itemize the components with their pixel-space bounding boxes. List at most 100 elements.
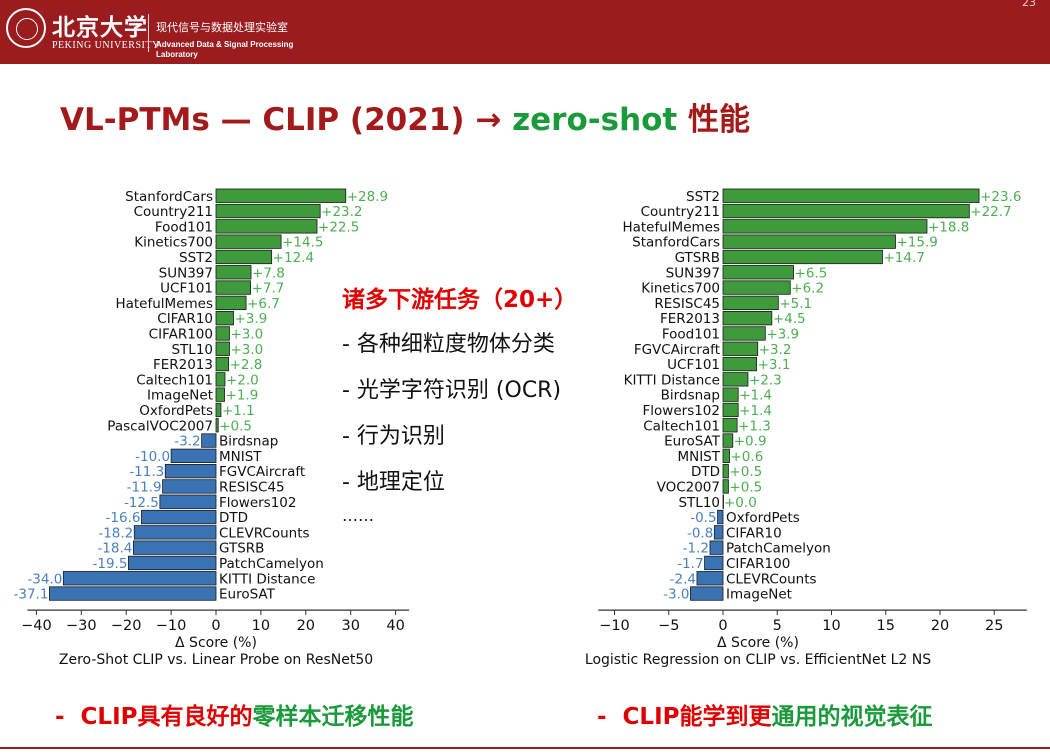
category-label: Caltech101 [136, 372, 213, 388]
x-tick-label: 25 [985, 618, 1003, 634]
data-label: -37.1 [13, 587, 48, 603]
data-label: +3.1 [758, 357, 791, 373]
x-tick-label: −10 [599, 618, 630, 634]
category-label: PatchCamelyon [726, 541, 831, 557]
data-label: +1.3 [738, 418, 771, 434]
category-label: STL10 [171, 342, 213, 358]
bar [215, 295, 247, 310]
category-label: CIFAR100 [149, 326, 213, 342]
bar [215, 203, 321, 219]
bar [722, 356, 758, 372]
bar [159, 494, 217, 509]
data-label: +2.3 [749, 372, 782, 388]
bar [709, 540, 724, 555]
header-divider [148, 14, 149, 52]
data-label: -18.4 [97, 541, 132, 557]
pku-name-cn: 北京大学 [52, 14, 148, 41]
category-label: DTD [219, 510, 248, 526]
data-label: +22.5 [318, 219, 359, 235]
x-tick-label: 0 [211, 618, 220, 634]
bar [201, 433, 217, 448]
bar [49, 586, 217, 601]
category-label: Country211 [134, 204, 213, 220]
data-label: -10.0 [135, 449, 170, 465]
bar [722, 402, 739, 418]
bar [722, 372, 749, 387]
bar [215, 356, 229, 372]
task-list: 诸多下游任务（20+） - 各种细粒度物体分类 - 光学字符识别 (OCR) -… [342, 280, 577, 525]
x-tick-label: 20 [297, 618, 315, 634]
category-label: ImageNet [726, 587, 792, 603]
bar [713, 525, 724, 540]
category-label: Country211 [641, 204, 720, 220]
data-label: +14.7 [883, 250, 924, 266]
data-label: -1.7 [677, 556, 703, 572]
x-tick-label: −40 [21, 618, 52, 634]
data-label: -18.2 [98, 525, 133, 541]
bar [62, 571, 217, 586]
data-label: +6.5 [795, 265, 828, 281]
category-label: CLEVRCounts [219, 525, 310, 541]
category-label: StanfordCars [125, 189, 213, 205]
task-item: - 地理定位 [342, 470, 445, 495]
bar [704, 555, 724, 571]
bar [722, 203, 970, 219]
category-label: PascalVOC2007 [107, 418, 213, 434]
lab-name-en: Advanced Data & Signal Processing Labora… [156, 40, 294, 59]
data-label: +3.9 [766, 326, 799, 342]
data-label: +22.7 [970, 204, 1011, 220]
data-label: +0.5 [729, 464, 762, 480]
bar [215, 280, 251, 295]
category-label: EuroSAT [219, 587, 276, 603]
category-label: KITTI Distance [219, 571, 315, 587]
bar [133, 525, 217, 540]
bar [722, 310, 773, 326]
category-label: Kinetics700 [134, 235, 213, 251]
data-label: +23.6 [980, 189, 1021, 205]
data-label: +6.2 [791, 281, 824, 297]
category-label: VOC2007 [657, 479, 720, 495]
bar [722, 249, 883, 265]
bar [722, 418, 738, 433]
category-label: UCF101 [160, 281, 213, 297]
category-label: Caltech101 [643, 418, 720, 434]
category-label: Food101 [155, 219, 213, 235]
data-label: +3.0 [230, 326, 263, 342]
data-label: +3.2 [759, 342, 792, 358]
bar [164, 463, 217, 479]
title-part-2: zero-shot [512, 102, 678, 138]
category-label: MNIST [677, 449, 720, 465]
task-item: - 行为识别 [342, 424, 445, 449]
data-label: -12.5 [124, 495, 159, 511]
page-number: 23 [1022, 0, 1036, 9]
data-label: +3.9 [235, 311, 268, 327]
title-part-3: 性能 [677, 102, 751, 138]
bar [215, 188, 347, 203]
bar [215, 249, 273, 265]
category-label: CIFAR10 [157, 311, 213, 327]
footer-rule [0, 747, 1050, 749]
bar [215, 372, 226, 387]
category-label: FGVCAircraft [219, 464, 305, 480]
x-tick-label: 5 [773, 618, 782, 634]
x-tick-label: 15 [877, 618, 895, 634]
pku-name-en: PEKING UNIVERSITY [52, 40, 160, 51]
category-label: StanfordCars [632, 235, 720, 251]
bar [690, 586, 724, 601]
category-label: SST2 [179, 250, 213, 266]
data-label: +3.0 [230, 342, 263, 358]
x-axis-title: Δ Score (%) [175, 635, 257, 651]
x-tick-label: 10 [822, 618, 840, 634]
data-label: -34.0 [27, 571, 62, 587]
chart-caption: Logistic Regression on CLIP vs. Efficien… [585, 652, 931, 668]
data-label: +23.2 [321, 204, 362, 220]
data-label: -0.5 [690, 510, 716, 526]
slide-header: 北京大学 PEKING UNIVERSITY 现代信号与数据处理实验室 Adva… [0, 0, 1050, 64]
data-label: -16.6 [106, 510, 141, 526]
bar [722, 188, 980, 203]
bar [722, 219, 928, 234]
category-label: UCF101 [667, 357, 720, 373]
category-label: OxfordPets [726, 510, 800, 526]
bar [215, 219, 318, 234]
x-tick-label: 0 [718, 618, 727, 634]
